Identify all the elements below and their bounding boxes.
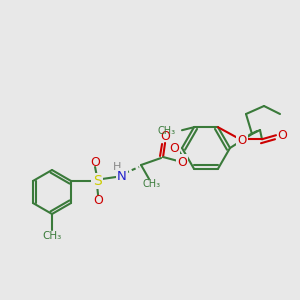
Text: H: H (113, 162, 121, 172)
Text: O: O (160, 130, 170, 143)
Text: O: O (177, 155, 187, 169)
Text: O: O (237, 134, 247, 147)
Text: O: O (277, 129, 287, 142)
Text: O: O (169, 142, 179, 154)
Text: N: N (117, 169, 127, 182)
Text: O: O (90, 155, 100, 169)
Text: CH₃: CH₃ (42, 231, 62, 241)
Text: CH₃: CH₃ (158, 126, 176, 136)
Text: S: S (93, 174, 101, 188)
Text: O: O (93, 194, 103, 206)
Text: CH₃: CH₃ (143, 179, 161, 189)
